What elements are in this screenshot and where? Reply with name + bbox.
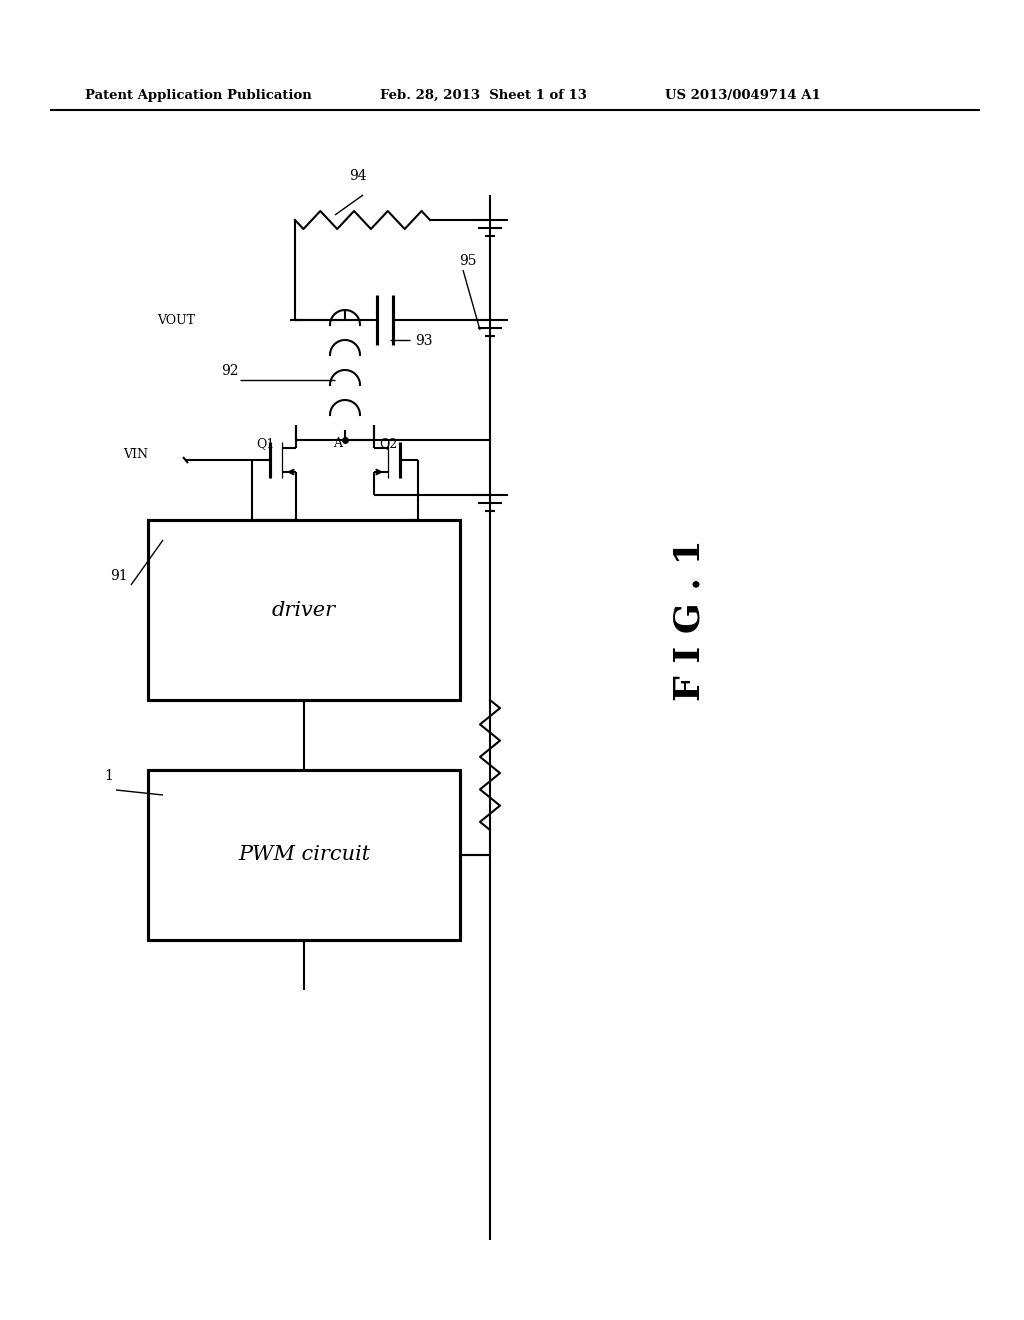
- Text: driver: driver: [272, 601, 336, 619]
- Text: 91: 91: [111, 569, 128, 583]
- Text: 92: 92: [221, 364, 239, 378]
- Text: Patent Application Publication: Patent Application Publication: [85, 88, 311, 102]
- Text: Feb. 28, 2013  Sheet 1 of 13: Feb. 28, 2013 Sheet 1 of 13: [380, 88, 587, 102]
- Text: US 2013/0049714 A1: US 2013/0049714 A1: [665, 88, 821, 102]
- Text: A: A: [334, 437, 342, 450]
- Text: VIN: VIN: [123, 449, 148, 462]
- Text: VOUT: VOUT: [157, 314, 195, 326]
- Bar: [148, 770, 460, 940]
- Bar: [148, 520, 460, 700]
- Text: 94: 94: [349, 169, 367, 183]
- Text: 1: 1: [104, 770, 113, 783]
- Text: F I G . 1: F I G . 1: [673, 539, 707, 701]
- Text: 93: 93: [415, 334, 432, 348]
- Text: 95: 95: [459, 253, 477, 268]
- Text: Q1: Q1: [256, 437, 274, 450]
- Text: Q2: Q2: [379, 437, 397, 450]
- Text: PWM circuit: PWM circuit: [238, 846, 370, 865]
